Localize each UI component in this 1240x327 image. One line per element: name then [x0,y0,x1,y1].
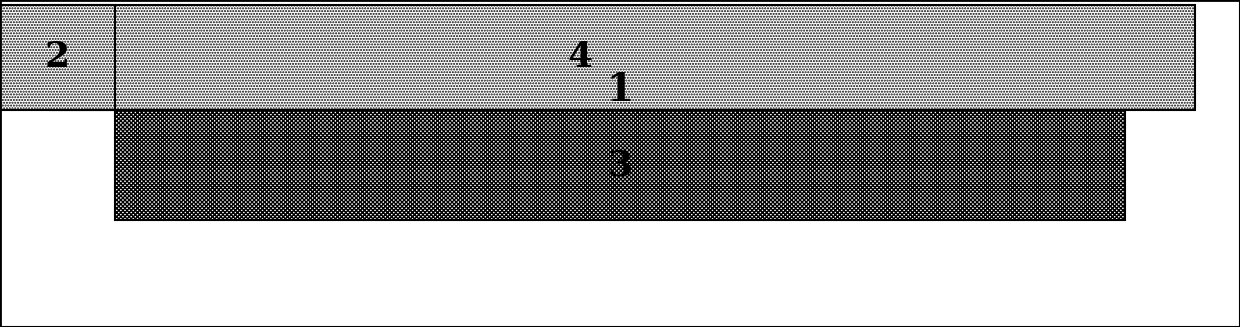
Bar [50,5,1195,110]
Text: 2: 2 [45,40,69,74]
Bar [115,110,1125,220]
Text: 1: 1 [606,71,634,109]
Text: 3: 3 [608,148,632,182]
Text: 4: 4 [568,40,593,74]
Bar [0,5,115,110]
